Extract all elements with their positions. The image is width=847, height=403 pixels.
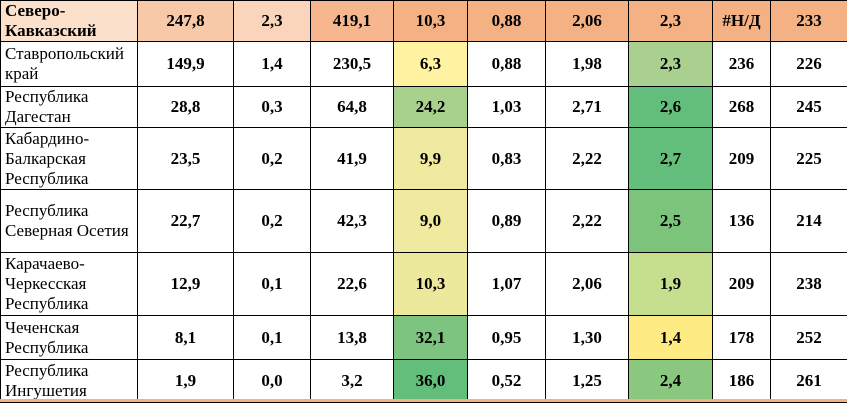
value-cell: 209: [713, 128, 771, 190]
value-cell: 0,88: [468, 42, 546, 87]
value-cell: 186: [713, 360, 771, 403]
value-cell: 1,4: [629, 316, 713, 360]
value-cell: 2,06: [546, 1, 629, 42]
value-cell: 247,8: [138, 1, 234, 42]
value-cell: 2,3: [629, 42, 713, 87]
value-cell: 10,3: [394, 1, 468, 42]
value-cell: 209: [713, 253, 771, 316]
value-cell: 261: [771, 360, 847, 403]
value-cell: 225: [771, 128, 847, 190]
value-cell: 226: [771, 42, 847, 87]
value-cell: 1,30: [546, 316, 629, 360]
value-cell: 2,22: [546, 128, 629, 190]
value-cell: 136: [713, 190, 771, 253]
value-cell: 9,0: [394, 190, 468, 253]
value-cell: 0,3: [234, 87, 311, 128]
value-cell: 1,4: [234, 42, 311, 87]
value-cell: 0,0: [234, 360, 311, 403]
value-cell: 2,3: [234, 1, 311, 42]
value-cell: 42,3: [311, 190, 394, 253]
value-cell: 2,5: [629, 190, 713, 253]
value-cell: 3,2: [311, 360, 394, 403]
value-cell: 1,98: [546, 42, 629, 87]
value-cell: 6,3: [394, 42, 468, 87]
value-cell: 2,06: [546, 253, 629, 316]
value-cell: 1,25: [546, 360, 629, 403]
value-cell: 2,7: [629, 128, 713, 190]
value-cell: 419,1: [311, 1, 394, 42]
value-cell: 10,3: [394, 253, 468, 316]
value-cell: 36,0: [394, 360, 468, 403]
value-cell: 2,71: [546, 87, 629, 128]
value-cell: 13,8: [311, 316, 394, 360]
value-cell: 0,2: [234, 128, 311, 190]
value-cell: 9,9: [394, 128, 468, 190]
value-cell: 2,6: [629, 87, 713, 128]
value-cell: 22,6: [311, 253, 394, 316]
value-cell: 245: [771, 87, 847, 128]
value-cell: 0,88: [468, 1, 546, 42]
region-cell: Ставропольский край: [1, 42, 138, 87]
value-cell: 0,89: [468, 190, 546, 253]
region-cell: Карачаево-Черкесская Республика: [1, 253, 138, 316]
value-cell: 2,22: [546, 190, 629, 253]
value-cell: 149,9: [138, 42, 234, 87]
value-cell: 230,5: [311, 42, 394, 87]
value-cell: 12,9: [138, 253, 234, 316]
region-cell: Республика Ингушетия: [1, 360, 138, 403]
value-cell: 41,9: [311, 128, 394, 190]
value-cell: 1,9: [629, 253, 713, 316]
region-cell: Северо-Кавказский: [1, 1, 138, 42]
region-cell: Кабардино-Балкарская Республика: [1, 128, 138, 190]
value-cell: 236: [713, 42, 771, 87]
value-cell: 0,52: [468, 360, 546, 403]
region-cell: Республика Северная Осетия: [1, 190, 138, 253]
value-cell: 238: [771, 253, 847, 316]
value-cell: 252: [771, 316, 847, 360]
value-cell: 23,5: [138, 128, 234, 190]
value-cell: 1,07: [468, 253, 546, 316]
value-cell: 0,1: [234, 253, 311, 316]
value-cell: 0,2: [234, 190, 311, 253]
value-cell: 8,1: [138, 316, 234, 360]
region-cell: Чеченская Республика: [1, 316, 138, 360]
value-cell: 2,4: [629, 360, 713, 403]
value-cell: 64,8: [311, 87, 394, 128]
value-cell: 0,83: [468, 128, 546, 190]
value-cell: 268: [713, 87, 771, 128]
value-cell: 0,95: [468, 316, 546, 360]
region-cell: Республика Дагестан: [1, 87, 138, 128]
value-cell: 178: [713, 316, 771, 360]
value-cell: 1,9: [138, 360, 234, 403]
value-cell: 2,3: [629, 1, 713, 42]
value-cell: 32,1: [394, 316, 468, 360]
value-cell: 214: [771, 190, 847, 253]
value-cell: 233: [771, 1, 847, 42]
value-cell: 1,03: [468, 87, 546, 128]
value-cell: 24,2: [394, 87, 468, 128]
value-cell: 0,1: [234, 316, 311, 360]
value-cell: 28,8: [138, 87, 234, 128]
value-cell: 22,7: [138, 190, 234, 253]
value-cell: #Н/Д: [713, 1, 771, 42]
